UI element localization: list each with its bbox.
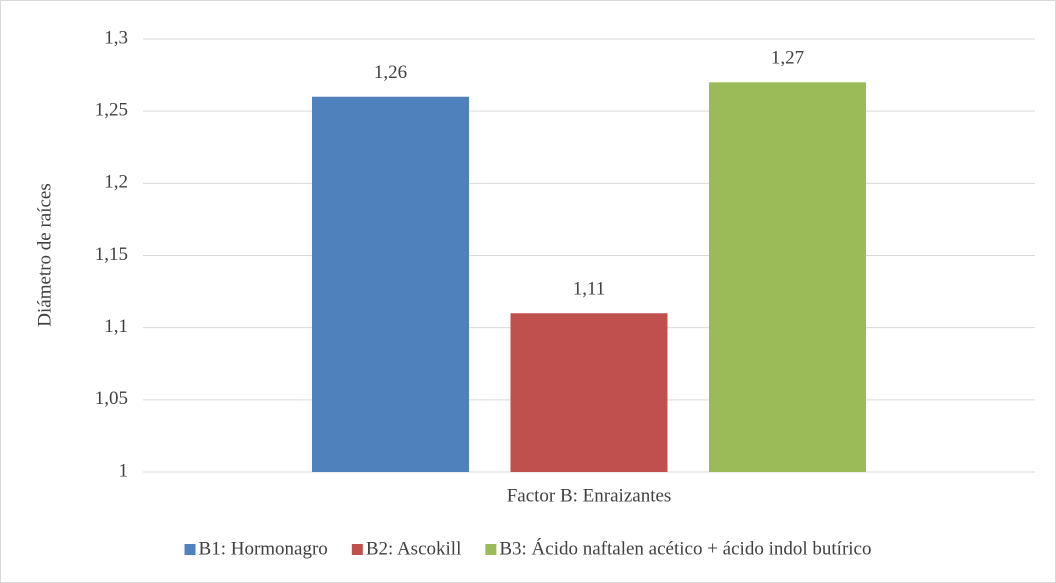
legend-swatch <box>184 544 196 555</box>
legend-swatch <box>485 544 497 555</box>
y-tick-label: 1,3 <box>104 27 128 48</box>
data-label: 1,26 <box>374 62 407 83</box>
y-axis-label: Diámetro de raíces <box>34 183 55 326</box>
y-tick-label: 1,1 <box>104 316 128 337</box>
legend-label: B3: Ácido naftalen acético + ácido indol… <box>499 537 871 559</box>
bar <box>510 313 668 472</box>
legend-swatch <box>351 544 363 555</box>
legend-label: B2: Ascokill <box>366 538 462 559</box>
y-tick-label: 1,15 <box>95 244 128 265</box>
bar <box>709 82 866 473</box>
x-tick-label: Factor B: Enraizantes <box>507 485 672 506</box>
data-label: 1,11 <box>573 279 606 300</box>
bar <box>312 96 469 472</box>
y-tick-label: 1,05 <box>95 388 128 409</box>
legend-label: B1: Hormonagro <box>199 538 328 559</box>
y-tick-label: 1,2 <box>104 172 128 193</box>
y-tick-label: 1,25 <box>95 100 128 121</box>
y-tick-label: 1 <box>119 460 129 481</box>
data-label: 1,27 <box>771 48 804 69</box>
